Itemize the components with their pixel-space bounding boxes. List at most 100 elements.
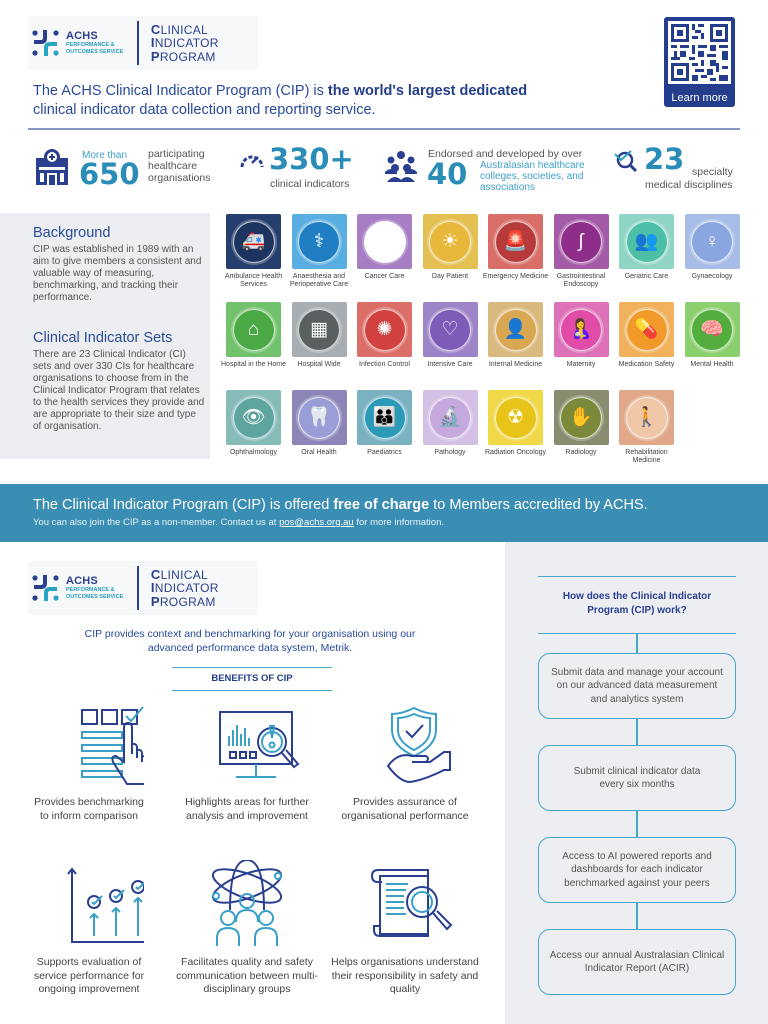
- indicator-set-tile: 👤 Internal Medicine: [488, 302, 543, 369]
- flow-step: Access our annual Australasian Clinical …: [538, 929, 736, 995]
- indicator-set-icon: 🚑: [241, 231, 266, 252]
- monitor-magnifier-icon: [219, 711, 300, 778]
- indicator-set-label: Paediatrics: [367, 449, 402, 456]
- benefit-text: Facilitates quality and safety communica…: [176, 956, 318, 996]
- indicator-set-label: Ophthalmology: [229, 449, 278, 456]
- gauge-icon: [240, 155, 264, 168]
- indicator-set-label: Radiation Oncology: [484, 449, 547, 456]
- document-magnifier-icon: [371, 869, 453, 937]
- indicator-set-icon: ▦: [310, 319, 328, 340]
- qr-code-learn-more[interactable]: Learn more: [664, 17, 735, 107]
- cip-wordmark: CLINICAL INDICATOR PROGRAM: [150, 22, 219, 64]
- indicator-set-icon: ☢: [506, 407, 525, 428]
- indicator-set-label: Gastrointestinal Endoscopy: [556, 273, 606, 289]
- indicator-set-tile: 🧠 Mental Health: [684, 302, 740, 369]
- indicator-set-tile: ♡ Intensive Care: [422, 302, 478, 369]
- indicator-set-label: Emergency Medicine: [482, 273, 549, 280]
- indicator-set-tile: ∫ Gastrointestinal Endoscopy: [553, 214, 609, 290]
- benefit-item: Provides assurance of organisational per…: [330, 700, 480, 823]
- indicator-set-label: Gynaecology: [691, 273, 733, 280]
- indicator-set-label: Geriatric Care: [624, 273, 669, 280]
- flow-step: Submit data and manage your account on o…: [538, 653, 736, 719]
- indicator-set-tile: ⚕ Anaesthesia and Perioperative Care: [290, 214, 348, 290]
- achs-cip-logo-top: ACHS PERFORMANCE & OUTCOMES SERVICE CLIN…: [28, 16, 258, 70]
- indicator-set-icon: 🎗: [372, 231, 397, 252]
- indicator-set-label: Medication Safety: [618, 361, 675, 368]
- benefits-title: BENEFITS OF CIP: [172, 667, 332, 691]
- achs-logo-mark-icon: [32, 575, 59, 601]
- indicator-set-icon: 👥: [634, 231, 659, 252]
- stat-text-line1: specialty: [692, 166, 733, 178]
- indicator-sets-heading: Clinical Indicator Sets: [33, 330, 173, 346]
- indicator-set-icon: ✋: [569, 407, 593, 428]
- benefit-item: Highlights areas for further analysis an…: [172, 700, 322, 823]
- achs-org-sub2: OUTCOMES SERVICE: [66, 48, 124, 55]
- learn-more-label[interactable]: Learn more: [671, 92, 728, 104]
- achs-org-name: ACHS: [66, 30, 98, 43]
- stat-text: Australasian healthcare colleges, societ…: [480, 160, 585, 193]
- indicator-set-tile: 👁 Ophthalmology: [226, 390, 281, 457]
- indicator-set-tile: 💊 Medication Safety: [619, 302, 674, 369]
- indicator-set-tile: 👥 Geriatric Care: [619, 214, 674, 281]
- intro-bold: the world's largest dedicated: [327, 83, 528, 99]
- indicator-set-label: Pathology: [434, 449, 466, 456]
- background-heading: Background: [33, 225, 111, 241]
- benefit-item: Facilitates quality and safety communica…: [172, 860, 322, 997]
- indicator-set-tile: 🦷 Oral Health: [291, 390, 347, 457]
- flow-step: Access to AI powered reports and dashboa…: [538, 837, 736, 903]
- indicator-set-tile: ✺ Infection Control: [357, 302, 412, 369]
- benefit-item: Provides benchmarking to inform comparis…: [14, 700, 164, 823]
- indicator-set-tile: ✋ Radiology: [553, 390, 609, 457]
- stat-prefix: More than: [82, 150, 128, 161]
- checklist-hand-icon: [81, 706, 144, 785]
- indicator-set-label: Mental Health: [690, 361, 734, 368]
- indicator-set-icon: 👁: [241, 407, 266, 428]
- indicator-set-tile: 🎗 Cancer Care: [357, 214, 412, 281]
- benefit-text: Supports evaluation of service performan…: [33, 956, 145, 996]
- cip-wordmark: CLINICAL INDICATOR PROGRAM: [150, 567, 219, 609]
- indicator-set-icon: 💊: [634, 319, 659, 340]
- stat-prefix: Endorsed and developed by over: [428, 148, 583, 160]
- benefit-item: Helps organisations understand their res…: [330, 860, 480, 997]
- background-panel: Background CIP was established in 1989 w…: [0, 213, 210, 459]
- indicator-set-tile: ⌂ Hospital in the Home: [221, 302, 286, 369]
- background-body: CIP was established in 1989 with an aim …: [33, 244, 202, 303]
- indicator-set-icon: 🦷: [307, 407, 331, 428]
- indicator-set-tile: 👪 Paediatrics: [357, 390, 412, 457]
- indicator-set-icon: 🔬: [438, 407, 462, 428]
- how-it-works-panel: [505, 542, 768, 1024]
- indicator-set-label: Hospital Wide: [297, 361, 341, 368]
- indicator-set-label: Internal Medicine: [488, 361, 543, 368]
- metrik-intro: CIP provides context and benchmarking fo…: [84, 628, 416, 654]
- contact-email-link[interactable]: pos@achs.org.au: [279, 517, 354, 528]
- indicator-set-icon: ⌂: [247, 319, 260, 340]
- benefit-text: Highlights areas for further analysis an…: [185, 796, 309, 822]
- benefit-text: Helps organisations understand their res…: [331, 956, 479, 996]
- indicator-set-label: Day Patient: [431, 273, 469, 280]
- magnifier-check-icon: [614, 150, 638, 173]
- header-divider: [28, 128, 740, 130]
- indicator-set-icon: ♀: [704, 231, 720, 252]
- indicator-set-label: Hospital in the Home: [221, 361, 286, 368]
- achs-org-sub1: PERFORMANCE &: [66, 42, 115, 49]
- banner-subtext: You can also join the CIP as a non-membe…: [33, 517, 444, 528]
- indicator-set-label: Intensive Care: [427, 361, 473, 368]
- indicator-set-icon: 🧠: [700, 319, 724, 340]
- indicator-set-tile: 🚑 Ambulance Health Services: [225, 214, 282, 290]
- indicator-set-tile: ♀ Gynaecology: [684, 214, 740, 281]
- achs-logo-mark-icon: [32, 30, 59, 56]
- indicator-set-icon: ⚕: [313, 231, 325, 252]
- stat-text-line2: medical disciplines: [645, 179, 733, 191]
- logo-divider: [137, 21, 139, 65]
- indicator-set-icon: 👤: [503, 319, 528, 340]
- indicator-set-tile: 🤱 Maternity: [553, 302, 609, 369]
- stat-text: participating healthcare organisations: [148, 148, 211, 185]
- indicator-set-icon: ☀: [441, 231, 459, 252]
- indicator-set-label: Ambulance Health Services: [224, 273, 283, 289]
- indicator-set-icon: 🚨: [503, 231, 528, 252]
- stat-number: 330+: [269, 142, 354, 176]
- qr-code-icon: [668, 21, 731, 84]
- indicator-set-label: Radiology: [565, 449, 597, 456]
- flow-connector: [636, 634, 638, 653]
- stat-number: 650: [79, 157, 140, 191]
